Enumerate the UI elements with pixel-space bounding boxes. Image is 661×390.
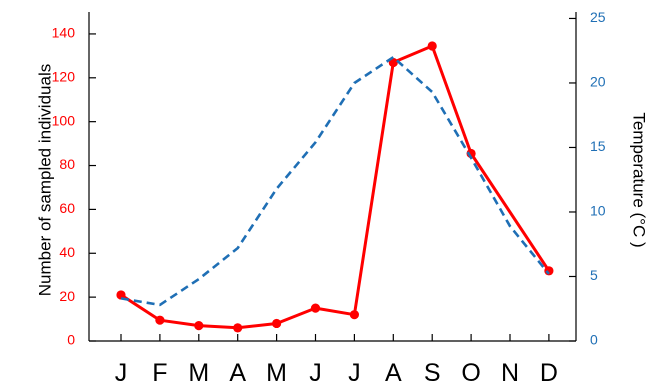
- right-tick-label: 20: [590, 74, 606, 90]
- data-point-sampled-individuals: [233, 323, 243, 333]
- left-tick-label: 80: [59, 156, 75, 172]
- x-tick-label: A: [385, 359, 402, 387]
- x-tick-label: M: [188, 359, 209, 387]
- x-tick-label: F: [152, 359, 167, 387]
- left-tick-label: 140: [52, 25, 76, 41]
- left-tick-label: 60: [59, 200, 75, 216]
- data-point-sampled-individuals: [310, 303, 321, 313]
- left-tick-label: 100: [52, 112, 76, 128]
- series-line-sampled-individuals: [120, 44, 551, 330]
- x-tick-label: O: [461, 359, 480, 387]
- data-point-sampled-individuals: [427, 41, 437, 51]
- right-axis-title: Temperature (°C ): [630, 112, 649, 247]
- right-tick-label: 25: [590, 9, 606, 25]
- x-tick-label: A: [229, 359, 246, 387]
- left-tick-label: 0: [67, 332, 75, 348]
- data-point-sampled-individuals: [272, 318, 282, 329]
- data-point-sampled-individuals: [349, 310, 359, 320]
- left-tick-label: 120: [52, 69, 76, 85]
- series-line-temperature: [120, 55, 550, 307]
- left-tick-label: 20: [59, 288, 75, 304]
- x-tick-label: N: [501, 359, 519, 387]
- data-point-sampled-individuals: [544, 266, 554, 276]
- x-tick-label: M: [266, 359, 287, 387]
- x-tick-label: S: [424, 359, 441, 387]
- right-tick-label: 10: [590, 203, 606, 219]
- left-tick-label: 40: [59, 244, 75, 260]
- series-layer: [116, 41, 554, 333]
- left-axis-title: Number of sampled individuals: [35, 64, 54, 296]
- x-tick-label: J: [348, 359, 361, 387]
- data-point-sampled-individuals: [194, 321, 204, 331]
- right-tick-label: 0: [590, 332, 598, 348]
- right-tick-label: 15: [590, 138, 606, 154]
- data-point-sampled-individuals: [116, 290, 126, 300]
- x-tick-label: D: [540, 359, 558, 387]
- right-tick-label: 5: [590, 267, 598, 283]
- data-point-sampled-individuals: [155, 315, 165, 325]
- x-tick-label: J: [309, 359, 322, 387]
- x-tick-label: J: [115, 359, 128, 387]
